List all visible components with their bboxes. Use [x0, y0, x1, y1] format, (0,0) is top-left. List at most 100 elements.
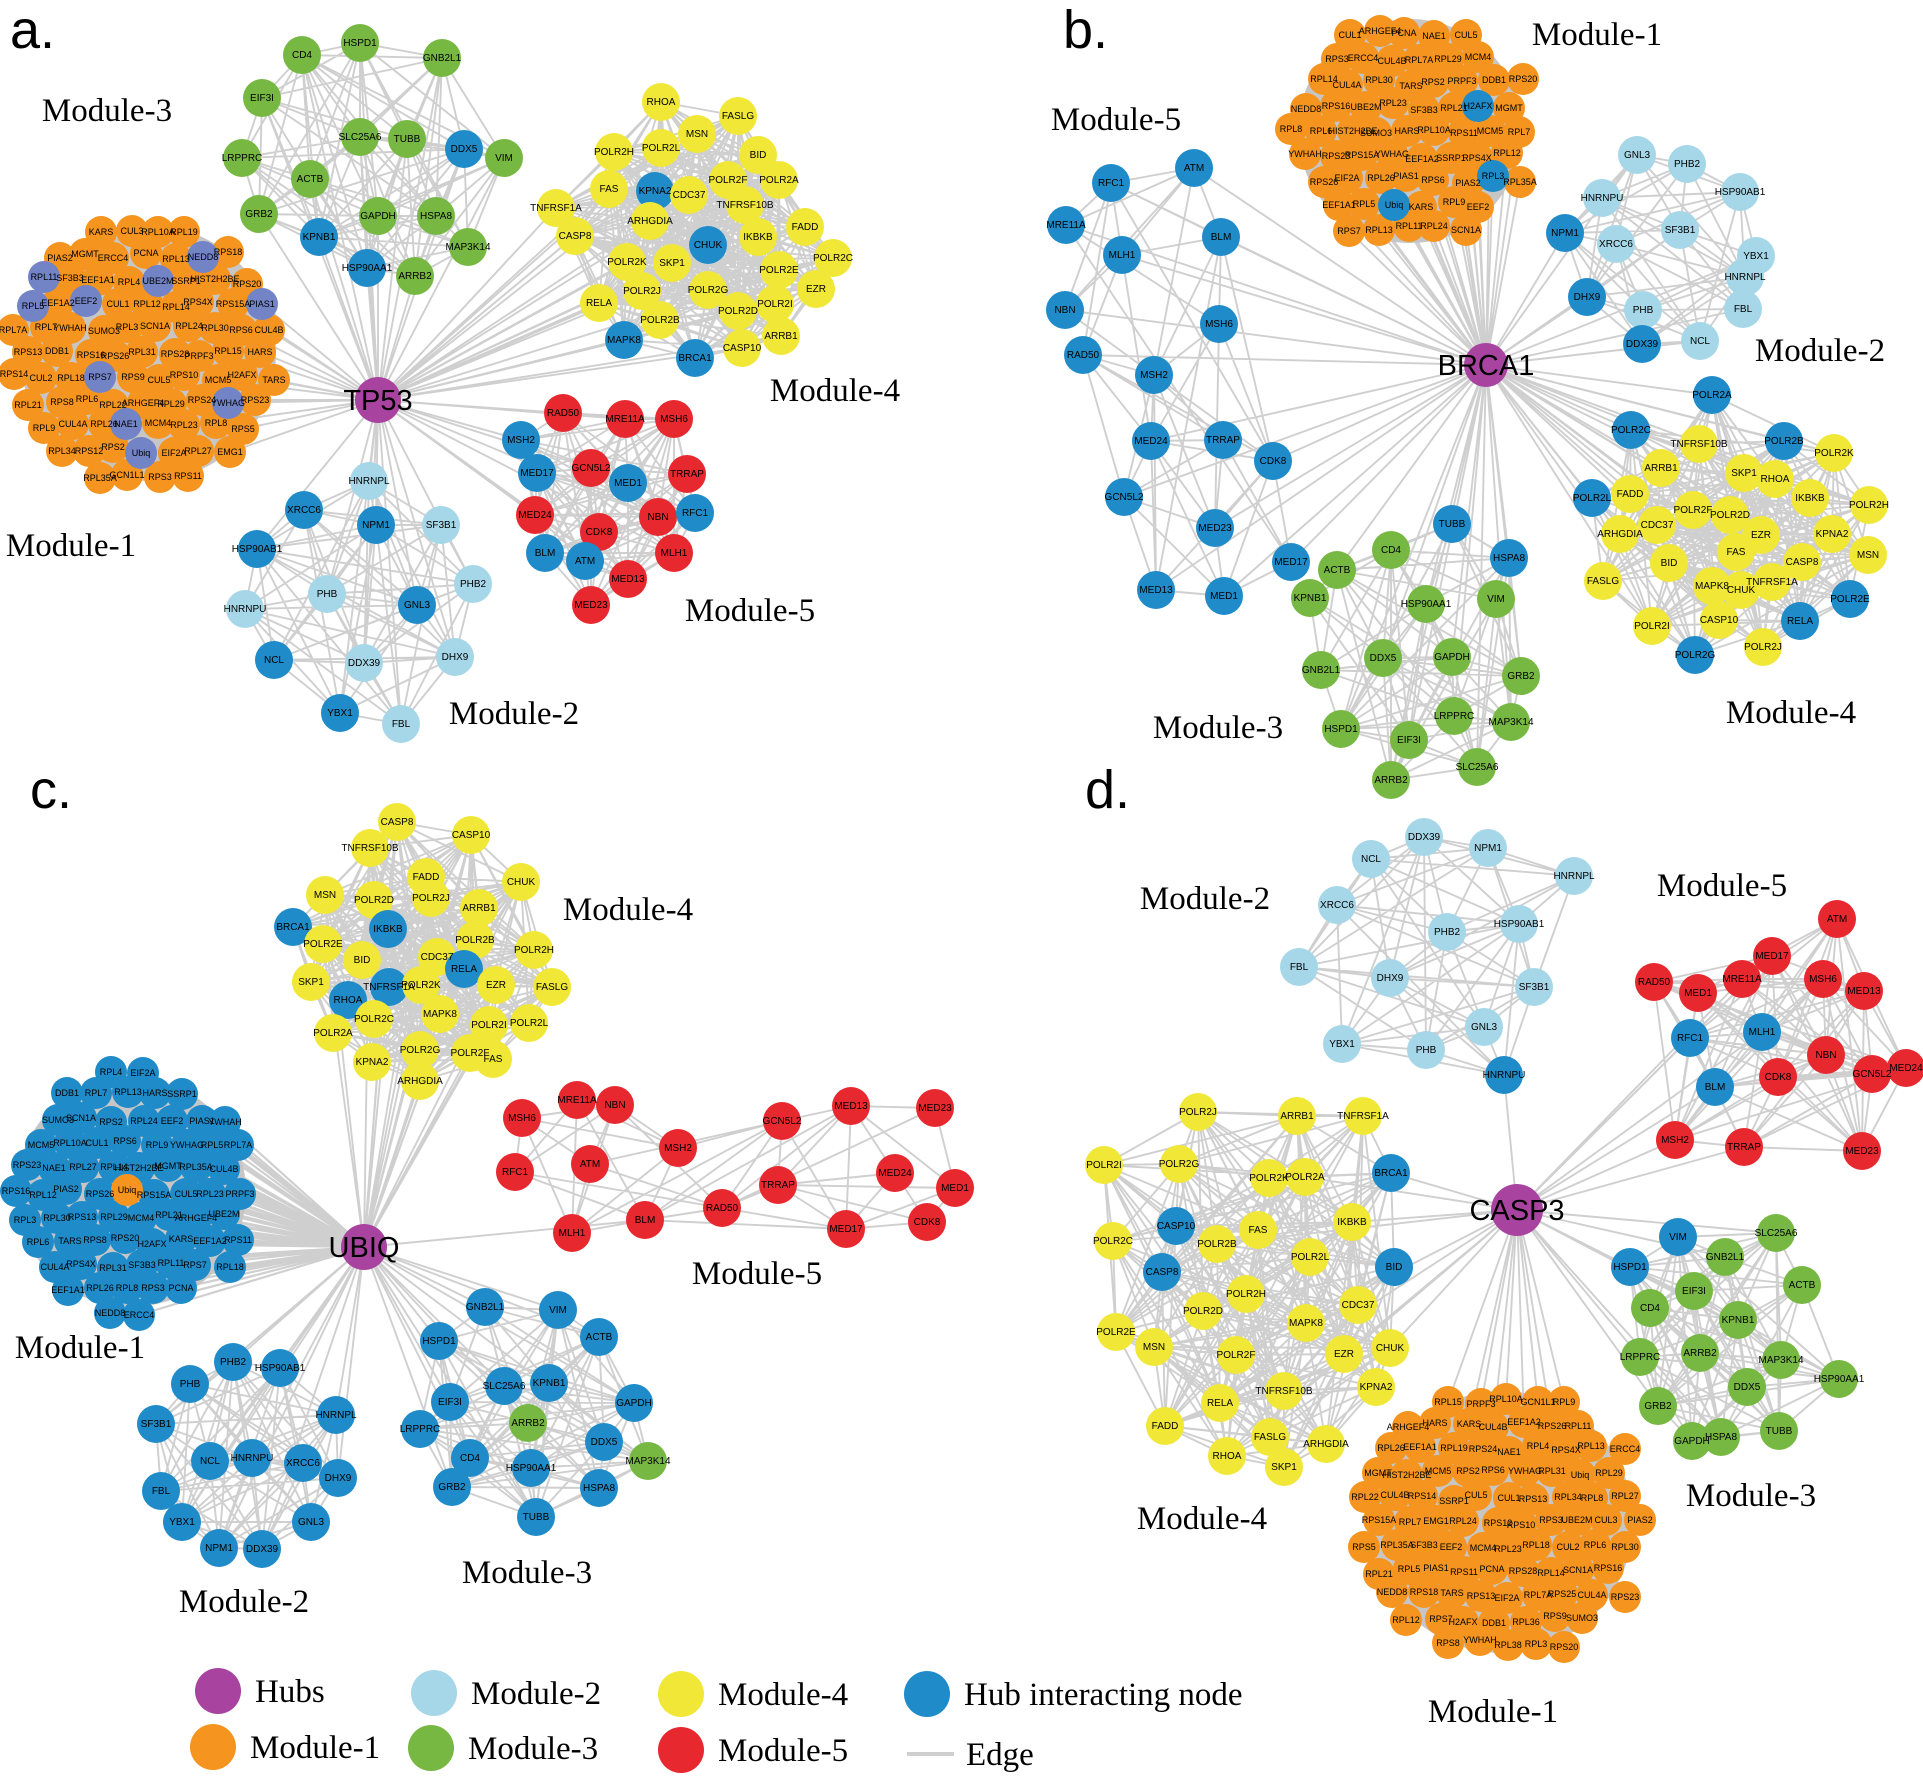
svg-text:CHUK: CHUK [694, 240, 723, 251]
svg-text:RPL30: RPL30 [43, 1213, 71, 1223]
svg-text:HIST2H2BE: HIST2H2BE [190, 274, 239, 284]
svg-text:RPS26: RPS26 [101, 351, 130, 361]
svg-text:EEF2: EEF2 [1467, 202, 1490, 212]
svg-text:RPL18: RPL18 [1522, 1540, 1550, 1550]
svg-text:VIM: VIM [495, 153, 513, 164]
svg-text:IKBKB: IKBKB [743, 232, 773, 243]
svg-text:RPL35A: RPL35A [83, 473, 117, 483]
svg-text:CUL2: CUL2 [1556, 1542, 1579, 1552]
svg-text:MED24: MED24 [878, 1168, 912, 1179]
svg-text:SKP1: SKP1 [298, 977, 324, 988]
svg-text:NCL: NCL [1361, 854, 1381, 865]
svg-text:GNB2L1: GNB2L1 [466, 1302, 505, 1313]
svg-text:POLR2G: POLR2G [688, 285, 729, 296]
svg-text:Edge: Edge [966, 1737, 1034, 1773]
svg-text:KARS: KARS [1409, 202, 1434, 212]
svg-text:XRCC6: XRCC6 [286, 1458, 320, 1469]
svg-text:TRRAP: TRRAP [670, 469, 704, 480]
svg-text:HSPA8: HSPA8 [1493, 553, 1525, 564]
svg-text:RPL7A: RPL7A [1405, 55, 1434, 65]
svg-text:POLR2H: POLR2H [514, 945, 554, 956]
svg-text:RPL7A: RPL7A [224, 1140, 253, 1150]
svg-text:NBN: NBN [1054, 305, 1075, 316]
svg-text:YWHAH: YWHAH [53, 323, 87, 333]
svg-text:RPL27: RPL27 [184, 446, 212, 456]
svg-text:NCL: NCL [1690, 336, 1710, 347]
svg-text:MRE11A: MRE11A [557, 1095, 597, 1106]
svg-text:ACTB: ACTB [297, 174, 324, 185]
svg-text:SSRP1: SSRP1 [167, 1089, 197, 1099]
svg-text:YBX1: YBX1 [327, 708, 353, 719]
svg-text:RPS13: RPS13 [68, 1212, 97, 1222]
svg-text:RAD50: RAD50 [547, 408, 580, 419]
svg-text:UBE2M: UBE2M [142, 276, 173, 286]
svg-text:PIAS2: PIAS2 [1455, 178, 1481, 188]
svg-text:RPL4: RPL4 [100, 1067, 123, 1077]
svg-text:HSP90AA1: HSP90AA1 [1401, 599, 1452, 610]
svg-text:RPL36: RPL36 [1512, 1617, 1540, 1627]
svg-text:SLC25A6: SLC25A6 [483, 1381, 526, 1392]
svg-text:RPS15A: RPS15A [1345, 150, 1380, 160]
svg-text:FAS: FAS [1727, 547, 1746, 558]
svg-text:RPL24: RPL24 [130, 1116, 158, 1126]
svg-text:MED24: MED24 [1134, 436, 1168, 447]
svg-text:ERCC4: ERCC4 [1610, 1444, 1641, 1454]
svg-text:HSPA8: HSPA8 [1705, 1432, 1737, 1443]
svg-text:Module-5: Module-5 [1051, 102, 1181, 138]
svg-text:MED13: MED13 [834, 1101, 868, 1112]
svg-text:MED23: MED23 [1845, 1146, 1879, 1157]
svg-text:NEDD8: NEDD8 [95, 1308, 126, 1318]
svg-text:RPS24: RPS24 [1469, 1444, 1498, 1454]
svg-text:TUBB: TUBB [523, 1512, 550, 1523]
svg-text:KARS: KARS [1457, 1419, 1482, 1429]
svg-text:MAP3K14: MAP3K14 [1488, 717, 1533, 728]
svg-text:RPL11: RPL11 [158, 1258, 185, 1268]
svg-text:KPNA2: KPNA2 [639, 186, 672, 197]
svg-text:RHOA: RHOA [647, 97, 676, 108]
svg-text:RPL24: RPL24 [175, 321, 203, 331]
svg-text:MGMT: MGMT [154, 1161, 182, 1171]
svg-text:FASLG: FASLG [722, 111, 754, 122]
svg-text:Module-4: Module-4 [1726, 695, 1856, 731]
svg-text:MGMT: MGMT [1364, 1468, 1392, 1478]
svg-text:RPL10A: RPL10A [1417, 125, 1451, 135]
svg-text:GNL3: GNL3 [404, 600, 431, 611]
svg-text:a.: a. [10, 0, 55, 60]
svg-text:d.: d. [1085, 760, 1130, 820]
svg-text:PRPF3: PRPF3 [225, 1189, 254, 1199]
svg-text:HNRNPL: HNRNPL [315, 1410, 357, 1421]
svg-text:NAE1: NAE1 [1497, 1447, 1521, 1457]
svg-text:RPL7: RPL7 [1399, 1517, 1422, 1527]
svg-text:ACTB: ACTB [1789, 1280, 1816, 1291]
svg-text:POLR2B: POLR2B [455, 935, 495, 946]
svg-text:RPS9: RPS9 [1543, 1611, 1567, 1621]
svg-text:LRPPRC: LRPPRC [1620, 1352, 1661, 1363]
svg-text:MSN: MSN [686, 129, 708, 140]
svg-text:ERCC4: ERCC4 [98, 253, 129, 263]
svg-text:RPL3: RPL3 [1482, 171, 1505, 181]
svg-text:DDB1: DDB1 [45, 346, 69, 356]
svg-text:POLR2J: POLR2J [623, 286, 661, 297]
svg-text:EEF2: EEF2 [161, 1116, 184, 1126]
svg-text:KARS: KARS [169, 1234, 194, 1244]
svg-text:ARRB1: ARRB1 [1280, 1111, 1314, 1122]
svg-text:KPNA2: KPNA2 [1816, 529, 1849, 540]
svg-text:RPL4: RPL4 [1527, 1441, 1550, 1451]
svg-text:MED23: MED23 [574, 600, 608, 611]
svg-text:CHUK: CHUK [507, 877, 536, 888]
svg-text:ERCC4: ERCC4 [1348, 53, 1379, 63]
svg-text:MAP3K14: MAP3K14 [625, 1456, 670, 1467]
svg-text:RFC1: RFC1 [502, 1167, 529, 1178]
svg-text:RPL11: RPL11 [1565, 1421, 1592, 1431]
svg-text:YWHAH: YWHAH [208, 1117, 242, 1127]
svg-text:HARS: HARS [1394, 126, 1419, 136]
svg-text:EIF3I: EIF3I [1682, 1286, 1706, 1297]
svg-text:RPL7: RPL7 [85, 1088, 108, 1098]
svg-text:RPL10A: RPL10A [141, 227, 175, 237]
svg-text:RPL23: RPL23 [1379, 98, 1407, 108]
svg-text:RPS16: RPS16 [1322, 101, 1351, 111]
svg-text:ARHGEF4: ARHGEF4 [122, 398, 165, 408]
svg-text:CUL4A: CUL4A [1577, 1590, 1606, 1600]
svg-text:RPS16: RPS16 [77, 350, 106, 360]
svg-text:RPS28: RPS28 [161, 349, 190, 359]
